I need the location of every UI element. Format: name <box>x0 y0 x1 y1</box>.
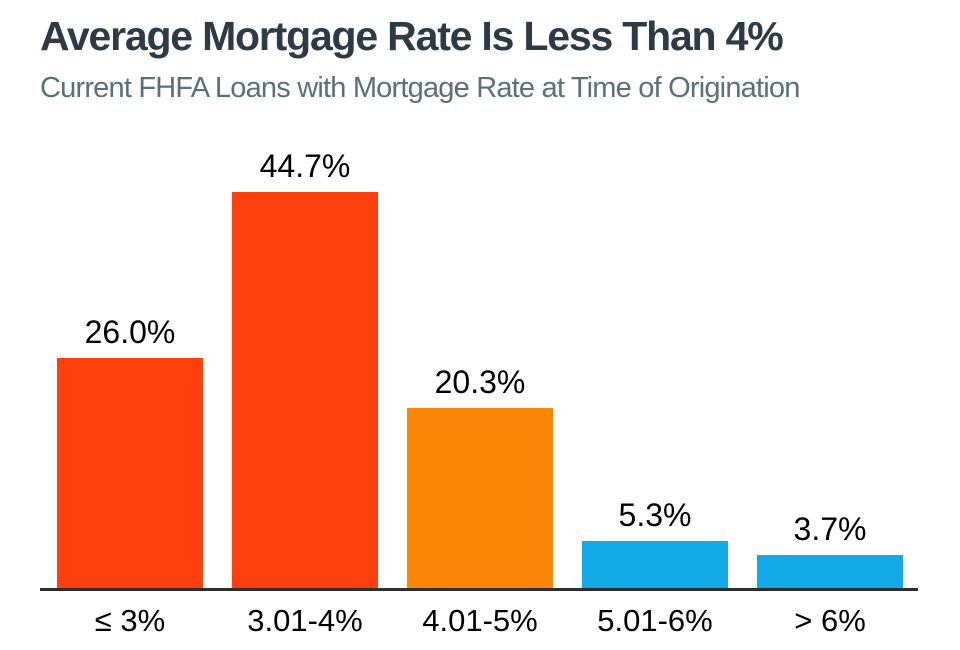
bar <box>407 408 553 588</box>
bar-value-label: 20.3% <box>434 364 526 400</box>
x-axis-tick-label: > 6% <box>794 603 866 638</box>
bar-value-label: 3.7% <box>793 511 867 547</box>
bar-value-label: 5.3% <box>618 497 692 533</box>
chart-subtitle: Current FHFA Loans with Mortgage Rate at… <box>40 72 800 104</box>
x-axis-tick-label: 5.01-6% <box>597 603 713 638</box>
x-axis-tick-label: 3.01-4% <box>247 603 363 638</box>
x-axis-line <box>40 588 918 591</box>
bar-value-label: 44.7% <box>259 148 351 184</box>
bar-value-label: 26.0% <box>84 314 176 350</box>
x-axis-tick-label: 4.01-5% <box>422 603 538 638</box>
bar <box>757 555 903 588</box>
chart-title: Average Mortgage Rate Is Less Than 4% <box>40 13 784 59</box>
bar <box>582 541 728 588</box>
bar <box>57 358 203 588</box>
bar <box>232 192 378 588</box>
x-axis-tick-label: ≤ 3% <box>94 603 166 638</box>
